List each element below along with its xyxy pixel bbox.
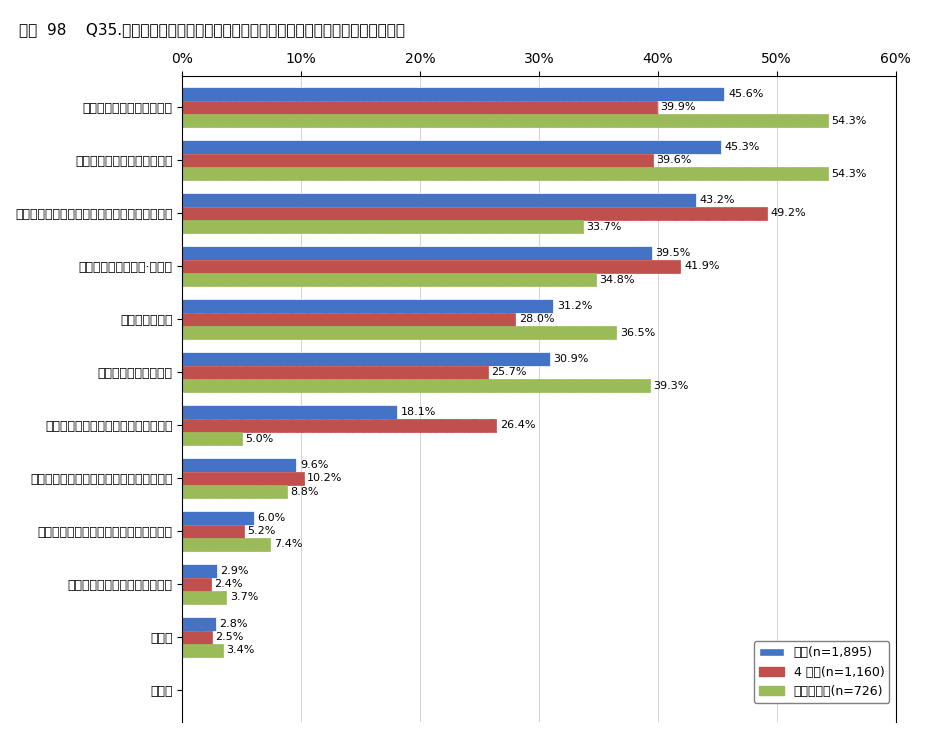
Legend: 全体(n=1,895), 4 制度(n=1,160), 身分・地位(n=726): 全体(n=1,895), 4 制度(n=1,160), 身分・地位(n=726): [754, 641, 889, 703]
Bar: [182, 194, 695, 206]
Text: 41.9%: 41.9%: [684, 262, 720, 271]
Text: 34.8%: 34.8%: [599, 275, 635, 284]
Text: 36.5%: 36.5%: [619, 327, 655, 338]
Text: 31.2%: 31.2%: [557, 301, 592, 311]
Text: 54.3%: 54.3%: [832, 116, 867, 125]
Text: 図表  98    Q35.【介護職】介護福祉士として働く上でのモチベーション（複数選択）: 図表 98 Q35.【介護職】介護福祉士として働く上でのモチベーション（複数選択…: [19, 22, 405, 37]
Bar: [182, 167, 828, 181]
Bar: [182, 154, 653, 167]
Text: 45.3%: 45.3%: [724, 142, 760, 152]
Text: 2.8%: 2.8%: [219, 619, 247, 629]
Bar: [182, 114, 828, 128]
Bar: [182, 432, 242, 445]
Text: 5.0%: 5.0%: [245, 433, 273, 444]
Bar: [182, 273, 596, 286]
Bar: [182, 206, 768, 220]
Text: 39.5%: 39.5%: [656, 248, 691, 258]
Bar: [182, 220, 582, 233]
Bar: [182, 565, 217, 578]
Bar: [182, 419, 496, 432]
Bar: [182, 485, 287, 498]
Text: 26.4%: 26.4%: [500, 420, 535, 430]
Bar: [182, 259, 681, 273]
Text: 3.7%: 3.7%: [230, 593, 258, 602]
Text: 8.8%: 8.8%: [291, 486, 319, 497]
Bar: [182, 644, 222, 657]
Text: 2.9%: 2.9%: [220, 566, 249, 576]
Bar: [182, 312, 515, 326]
Bar: [182, 631, 212, 644]
Text: 10.2%: 10.2%: [307, 473, 343, 483]
Bar: [182, 299, 553, 312]
Text: 45.6%: 45.6%: [728, 89, 763, 99]
Text: 2.5%: 2.5%: [216, 632, 244, 642]
Bar: [182, 538, 270, 551]
Text: 54.3%: 54.3%: [832, 169, 867, 178]
Bar: [182, 618, 216, 631]
Bar: [182, 101, 657, 114]
Bar: [182, 472, 304, 485]
Text: 39.3%: 39.3%: [653, 380, 688, 391]
Text: 18.1%: 18.1%: [401, 407, 436, 417]
Bar: [182, 141, 720, 154]
Bar: [182, 591, 226, 604]
Text: 5.2%: 5.2%: [247, 526, 276, 537]
Bar: [182, 88, 724, 101]
Text: 30.9%: 30.9%: [553, 354, 589, 364]
Text: 49.2%: 49.2%: [770, 209, 807, 218]
Text: 28.0%: 28.0%: [519, 314, 554, 324]
Text: 3.4%: 3.4%: [226, 646, 255, 655]
Bar: [182, 405, 397, 419]
Text: 43.2%: 43.2%: [699, 195, 735, 205]
Bar: [182, 366, 488, 379]
Text: 39.6%: 39.6%: [657, 156, 692, 165]
Text: 33.7%: 33.7%: [586, 222, 622, 231]
Bar: [182, 246, 652, 259]
Bar: [182, 578, 211, 591]
Text: 25.7%: 25.7%: [492, 367, 527, 377]
Bar: [182, 511, 254, 525]
Bar: [182, 525, 244, 538]
Text: 6.0%: 6.0%: [257, 513, 285, 523]
Text: 7.4%: 7.4%: [274, 539, 302, 550]
Bar: [182, 458, 296, 472]
Bar: [182, 379, 649, 392]
Text: 39.9%: 39.9%: [660, 102, 695, 112]
Bar: [182, 352, 550, 366]
Bar: [182, 326, 616, 339]
Text: 2.4%: 2.4%: [214, 579, 243, 590]
Text: 9.6%: 9.6%: [300, 460, 329, 470]
